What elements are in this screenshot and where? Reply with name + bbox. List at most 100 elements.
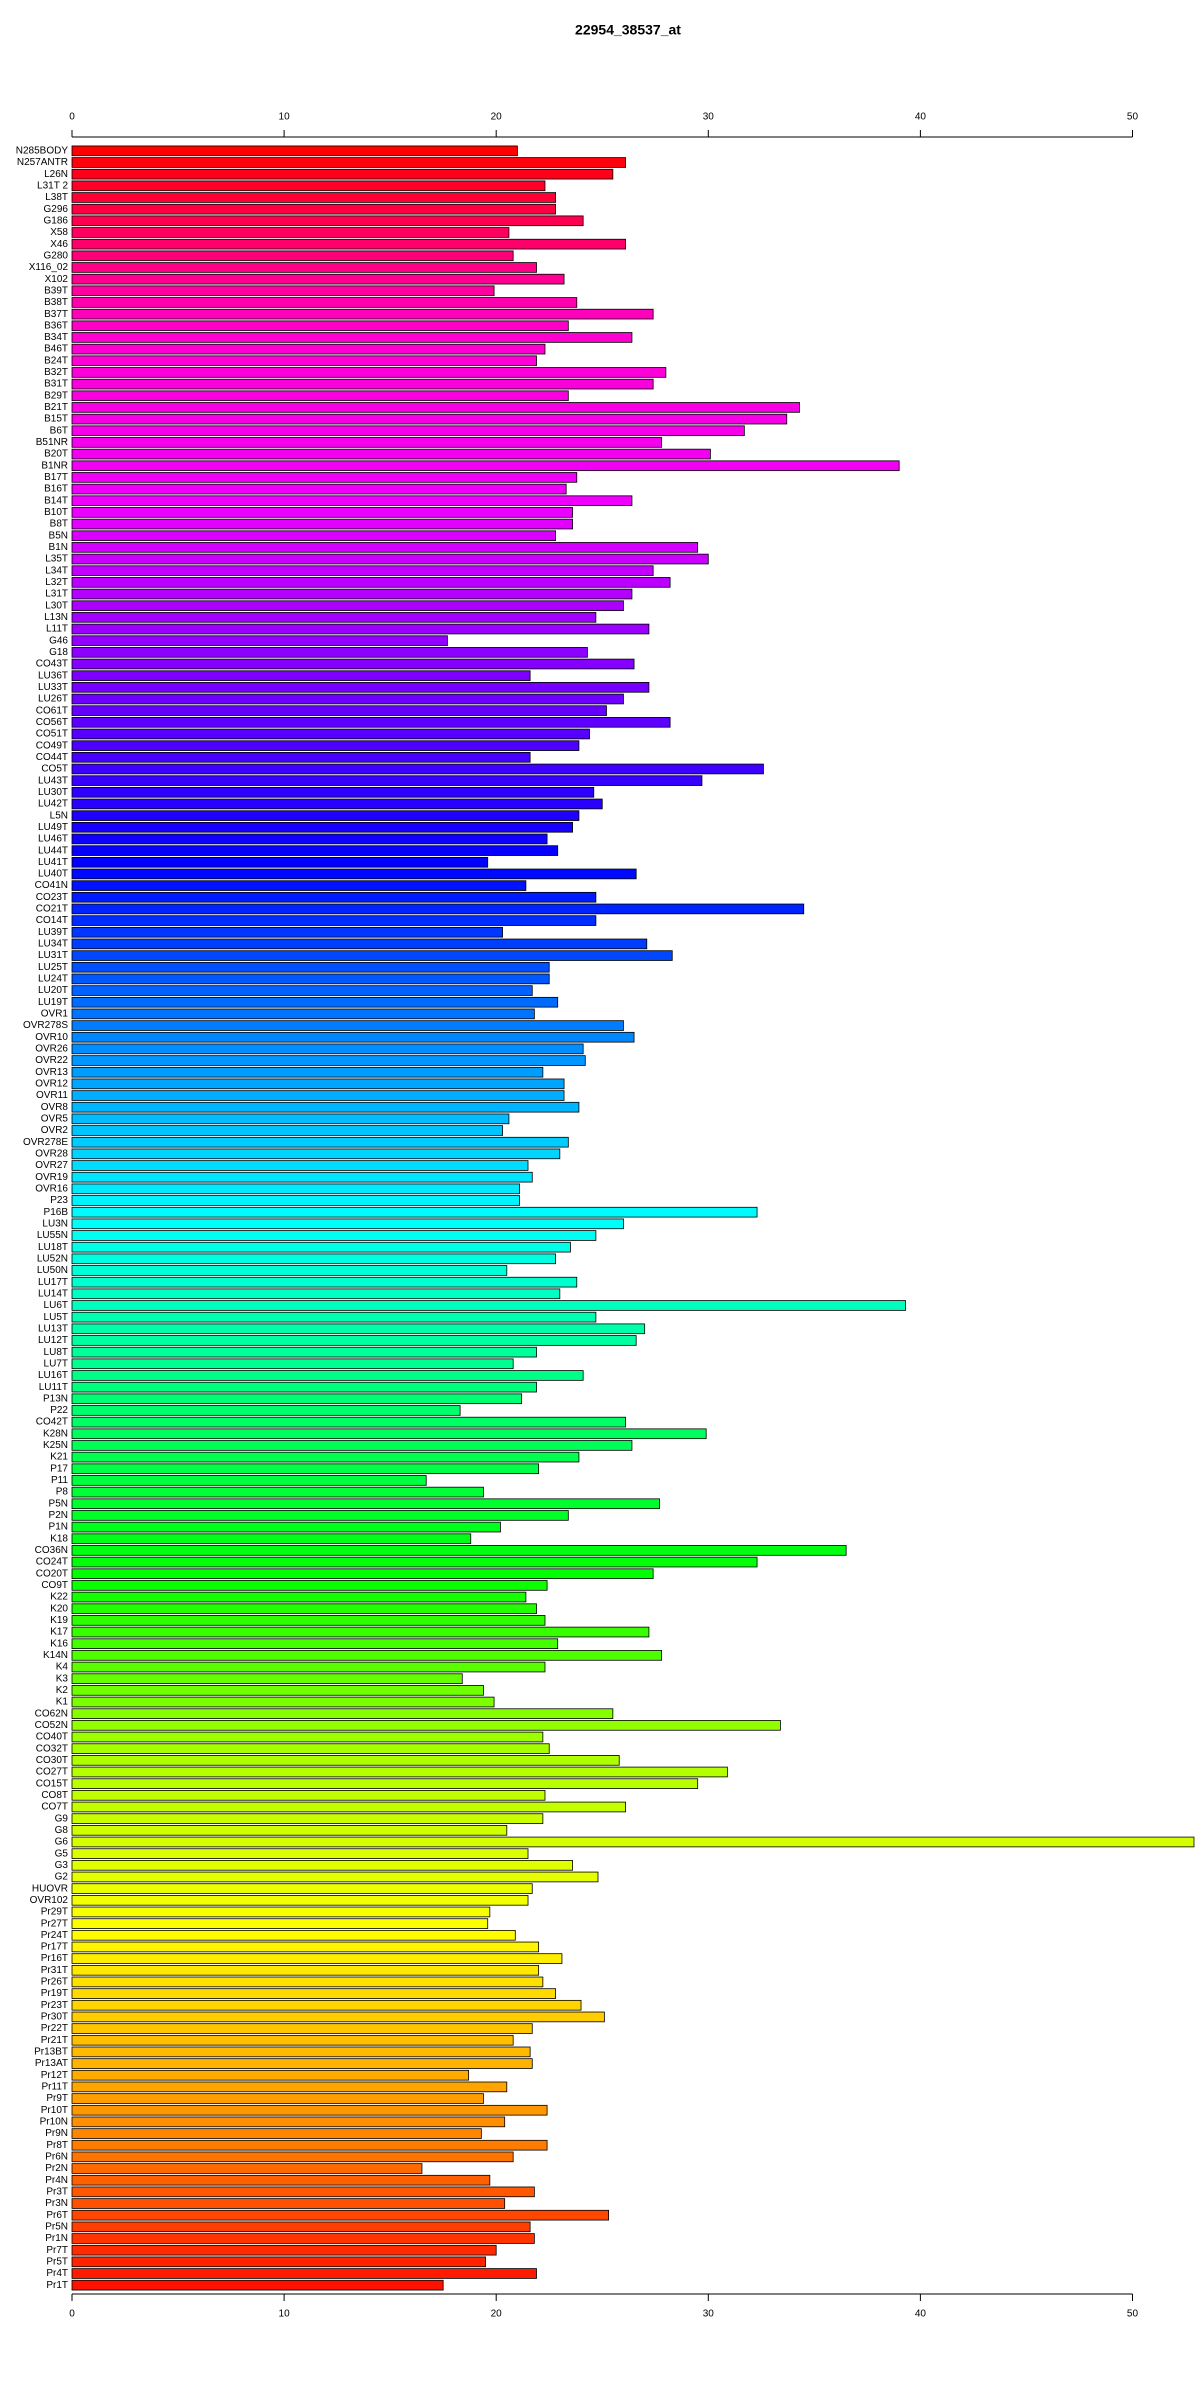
bar [71, 367, 667, 378]
bar [71, 1848, 529, 1859]
bar [71, 250, 514, 262]
y-tick-label: LU36T [38, 670, 68, 681]
y-tick-label: LU46T [38, 834, 68, 845]
y-tick-label: Pr10N [40, 2117, 68, 2128]
bar [71, 1976, 544, 1988]
bar [71, 1346, 537, 1358]
bar [71, 880, 527, 891]
y-tick-label: LU5T [44, 1312, 68, 1323]
bar [71, 1790, 546, 1801]
bar [71, 2116, 506, 2128]
y-tick-label: L5N [50, 810, 68, 821]
bar [71, 1265, 508, 1276]
bar [71, 1218, 624, 1230]
y-tick-label: LU31T [38, 950, 68, 961]
bar [71, 2244, 497, 2256]
y-tick-label: Pr16T [41, 1953, 68, 1964]
y-tick-label: Pr11T [42, 2082, 69, 2093]
y-tick-label: LU25T [38, 962, 68, 973]
bar [71, 180, 546, 192]
bar [71, 1999, 582, 2011]
bar [71, 1066, 544, 1078]
y-tick-label: B20T [44, 449, 68, 460]
bar [71, 903, 805, 915]
bar [71, 297, 578, 308]
y-tick-label: LU24T [38, 974, 68, 985]
y-tick-label: L11T [46, 624, 68, 635]
bar [71, 1475, 427, 1486]
bar [71, 647, 588, 658]
x-tick-label: 30 [703, 2309, 715, 2320]
bar [71, 1766, 728, 1778]
y-tick-label: N285BODY [16, 145, 69, 156]
y-tick-label: OVR10 [35, 1032, 68, 1043]
y-tick-label: Pr2N [45, 2163, 68, 2174]
y-tick-label: B34T [44, 332, 68, 343]
bar [71, 157, 626, 168]
bar [71, 1556, 758, 1568]
bar [71, 238, 626, 250]
bar [71, 600, 624, 611]
y-tick-label: Pr4T [46, 2268, 68, 2279]
bar [71, 682, 650, 693]
y-tick-label: LU43T [38, 775, 68, 786]
bar [71, 1020, 624, 1031]
bar [71, 2279, 444, 2291]
bar [71, 472, 578, 483]
y-tick-label: CO61T [36, 705, 68, 716]
bar [71, 763, 764, 775]
y-tick-label: CO62N [35, 1708, 68, 1719]
y-tick-label: CO40T [36, 1732, 68, 1743]
y-tick-label: CO23T [36, 892, 68, 903]
y-tick-label: B1NR [41, 460, 68, 471]
bar [71, 2163, 423, 2174]
y-tick-label: LU55N [37, 1230, 68, 1241]
bar [71, 1335, 637, 1346]
bar [71, 168, 614, 180]
y-tick-label: X46 [50, 239, 68, 250]
bar [71, 1906, 491, 1918]
bar [71, 2198, 506, 2209]
bar [71, 390, 569, 402]
bar [71, 553, 709, 565]
y-tick-label: Pr5T [46, 2256, 68, 2267]
y-tick-label: CO52N [35, 1720, 68, 1731]
bar [71, 1918, 489, 1929]
y-tick-label: X116_02 [29, 262, 69, 273]
bar [71, 985, 533, 996]
y-tick-label: LU33T [38, 682, 68, 693]
y-tick-label: CO56T [36, 717, 68, 728]
y-tick-label: CO44T [36, 752, 68, 763]
y-tick-label: B24T [44, 355, 68, 366]
y-tick-label: LU17T [38, 1277, 68, 1288]
y-tick-label: CO36N [35, 1545, 68, 1556]
bar [71, 285, 495, 297]
bar [71, 2128, 482, 2139]
bar [71, 1743, 550, 1754]
y-tick-label: CO24T [36, 1557, 68, 1568]
y-tick-label: OVR8 [41, 1102, 69, 1113]
y-tick-label: G296 [44, 204, 69, 215]
bar [71, 542, 699, 553]
bar [71, 1031, 635, 1043]
bar [71, 1008, 535, 1020]
bar [71, 1871, 599, 1883]
x-tick-label: 30 [703, 112, 715, 123]
bar [71, 577, 671, 588]
bar [71, 752, 531, 763]
bar [71, 1533, 472, 1545]
bar [71, 2268, 537, 2279]
y-tick-label: Pr3T [46, 2187, 68, 2198]
bar [71, 448, 711, 460]
bar [71, 1661, 546, 1673]
bar [71, 1405, 461, 1416]
y-tick-label: LU41T [38, 857, 68, 868]
bar [71, 1195, 520, 1206]
bar [71, 740, 580, 751]
bar [71, 1836, 1195, 1848]
bar [71, 1451, 580, 1463]
y-tick-label: B15T [44, 414, 68, 425]
y-tick-label: OVR26 [35, 1044, 68, 1055]
y-tick-label: K14N [43, 1650, 68, 1661]
